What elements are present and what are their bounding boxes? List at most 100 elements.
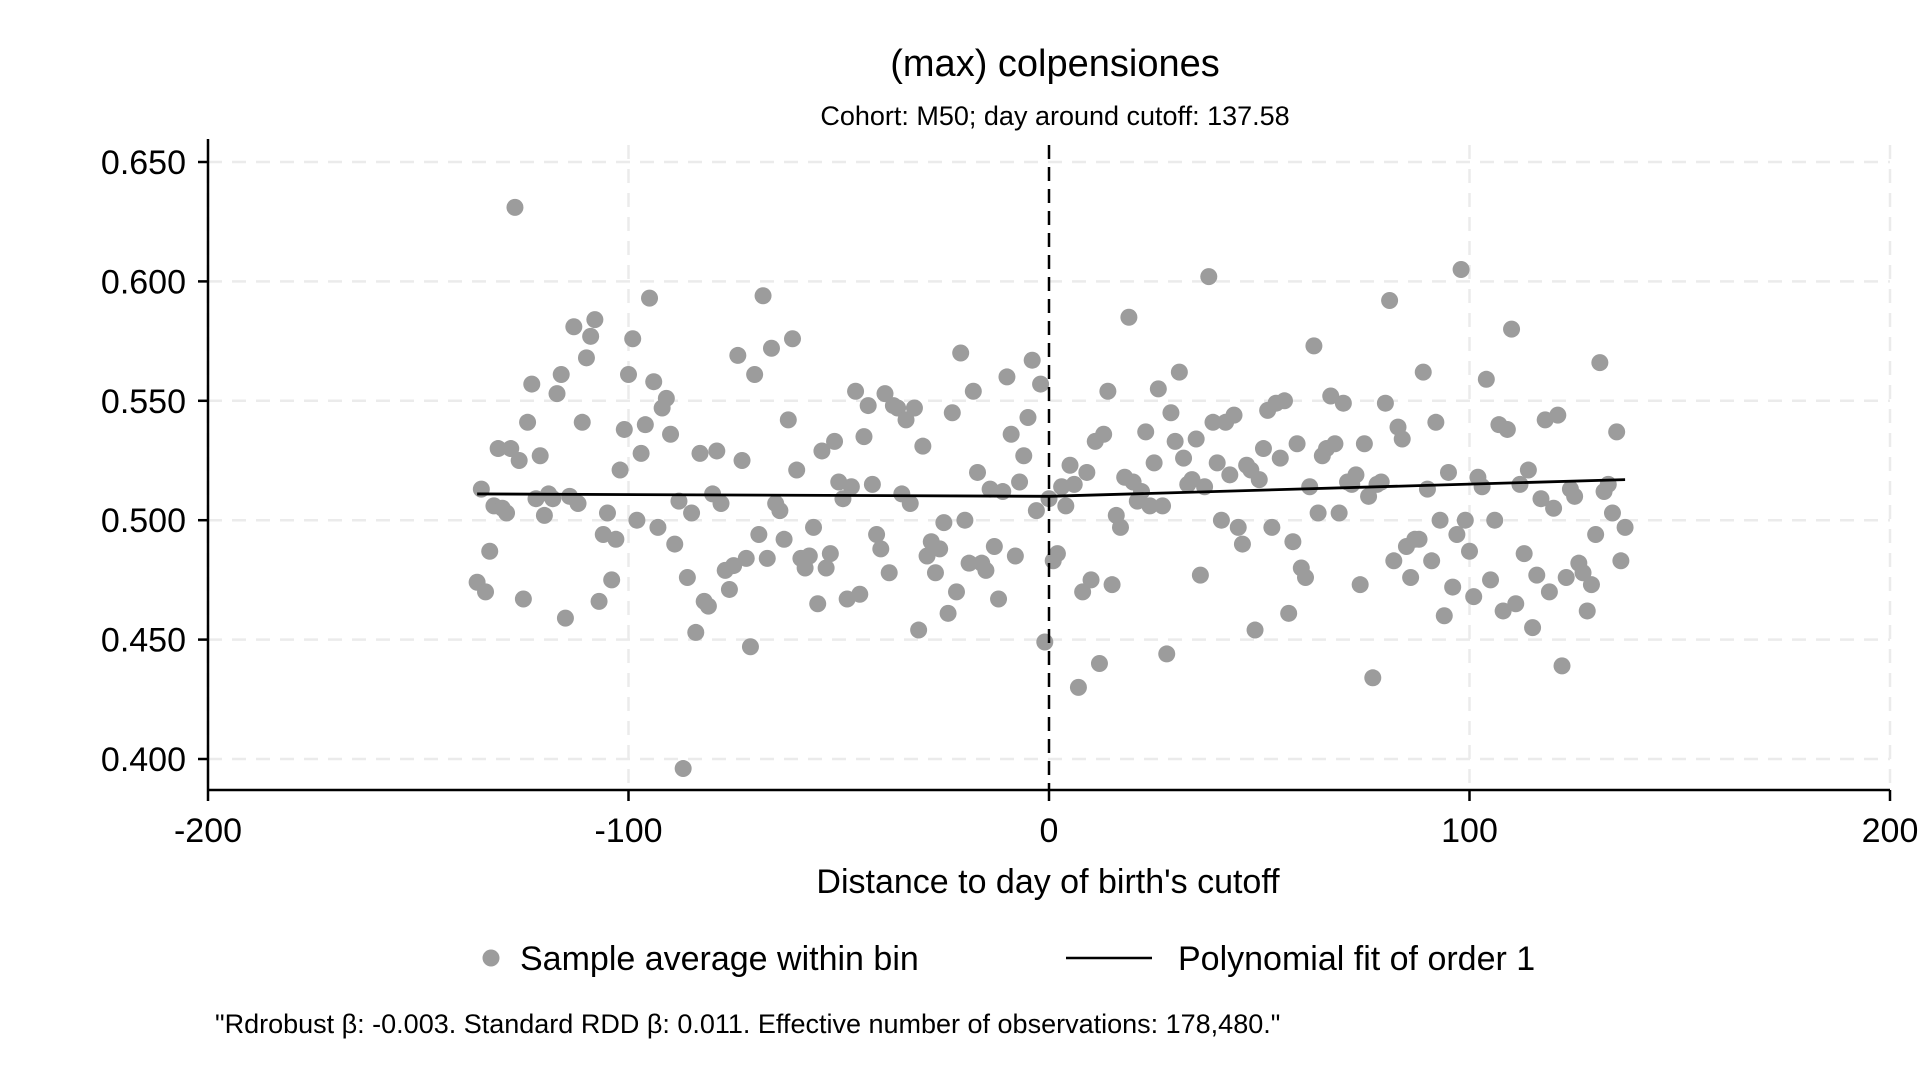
data-point (535, 506, 553, 524)
data-point (1183, 471, 1201, 489)
data-point (1608, 423, 1626, 441)
data-point (746, 366, 764, 384)
data-point (800, 547, 818, 565)
data-point (926, 564, 944, 582)
data-point (569, 494, 587, 512)
data-point (1023, 351, 1041, 369)
data-point (750, 526, 768, 544)
data-point (586, 311, 604, 329)
data-point (590, 592, 608, 610)
data-point (1006, 547, 1024, 565)
legend: Sample average within bin Polynomial fit… (482, 940, 1535, 978)
x-tick-label: 100 (1441, 812, 1498, 850)
data-point (1015, 447, 1033, 465)
data-point (1473, 478, 1491, 496)
data-point (523, 375, 541, 393)
legend-label-fit: Polynomial fit of order 1 (1178, 940, 1535, 978)
data-point (1519, 461, 1537, 479)
data-point (1074, 583, 1092, 601)
data-point (674, 760, 692, 778)
data-point (1431, 511, 1449, 529)
data-point (729, 346, 747, 364)
data-point (855, 428, 873, 446)
data-point (1036, 633, 1054, 651)
chart-subtitle: Cohort: M50; day around cutoff: 137.58 (820, 101, 1289, 131)
data-point (863, 475, 881, 493)
x-tick-label: 0 (1040, 812, 1059, 850)
data-point (960, 554, 978, 572)
data-point (1301, 478, 1319, 496)
data-point (1494, 602, 1512, 620)
data-point (851, 585, 869, 603)
data-point (947, 583, 965, 601)
data-point (1204, 413, 1222, 431)
data-point (1082, 571, 1100, 589)
data-point (990, 590, 1008, 608)
data-point (1549, 406, 1567, 424)
data-point (1065, 475, 1083, 493)
data-point (1200, 268, 1218, 286)
data-point (1574, 564, 1592, 582)
data-point (1309, 504, 1327, 522)
data-point (641, 289, 659, 307)
data-point (607, 530, 625, 548)
data-point (699, 597, 717, 615)
data-point (1423, 552, 1441, 570)
data-point (1271, 449, 1289, 467)
fit-line (477, 492, 1050, 498)
data-point (1557, 569, 1575, 587)
data-point (1280, 604, 1298, 622)
data-point (1355, 435, 1373, 453)
y-tick-label: 0.650 (101, 144, 186, 182)
data-point (615, 420, 633, 438)
data-point (1452, 260, 1470, 278)
data-point (876, 385, 894, 403)
data-point (952, 344, 970, 362)
data-point (1482, 571, 1500, 589)
data-point (1246, 621, 1264, 639)
data-point (1263, 518, 1281, 536)
data-point (1048, 545, 1066, 563)
data-point (582, 327, 600, 345)
data-point (1090, 654, 1108, 672)
data-point (771, 502, 789, 520)
data-point (914, 437, 932, 455)
data-point (1486, 511, 1504, 529)
data-point (1162, 404, 1180, 422)
data-point (510, 452, 528, 469)
data-point (1170, 363, 1188, 381)
data-point (620, 366, 637, 384)
data-point (1616, 518, 1634, 536)
chart-note: "Rdrobust β: -0.003. Standard RDD β: 0.0… (215, 1009, 1280, 1039)
data-point (805, 518, 823, 536)
data-point (1305, 337, 1323, 355)
data-point (737, 549, 755, 567)
data-point (1448, 526, 1466, 544)
data-point (1057, 497, 1075, 515)
data-point (645, 373, 663, 391)
data-point (977, 561, 995, 579)
axes (198, 139, 1892, 801)
data-point (565, 318, 583, 336)
data-point (779, 411, 797, 429)
data-point (662, 425, 680, 443)
data-point (788, 461, 806, 479)
data-point (880, 564, 898, 582)
data-point (544, 490, 562, 508)
data-point (762, 339, 780, 357)
data-point (733, 452, 751, 469)
data-point (1120, 308, 1138, 326)
legend-label-points: Sample average within bin (520, 940, 919, 978)
data-point (678, 569, 696, 587)
data-point (725, 557, 743, 575)
data-point (889, 399, 907, 417)
data-point (859, 397, 877, 415)
data-point (556, 609, 574, 627)
data-point (1158, 645, 1176, 663)
chart-title: (max) colpensiones (890, 43, 1219, 85)
data-point (918, 547, 936, 565)
data-point (506, 198, 524, 216)
x-tick-label: -100 (594, 812, 662, 850)
x-tick-label: 200 (1862, 812, 1919, 850)
data-point (1515, 545, 1533, 563)
